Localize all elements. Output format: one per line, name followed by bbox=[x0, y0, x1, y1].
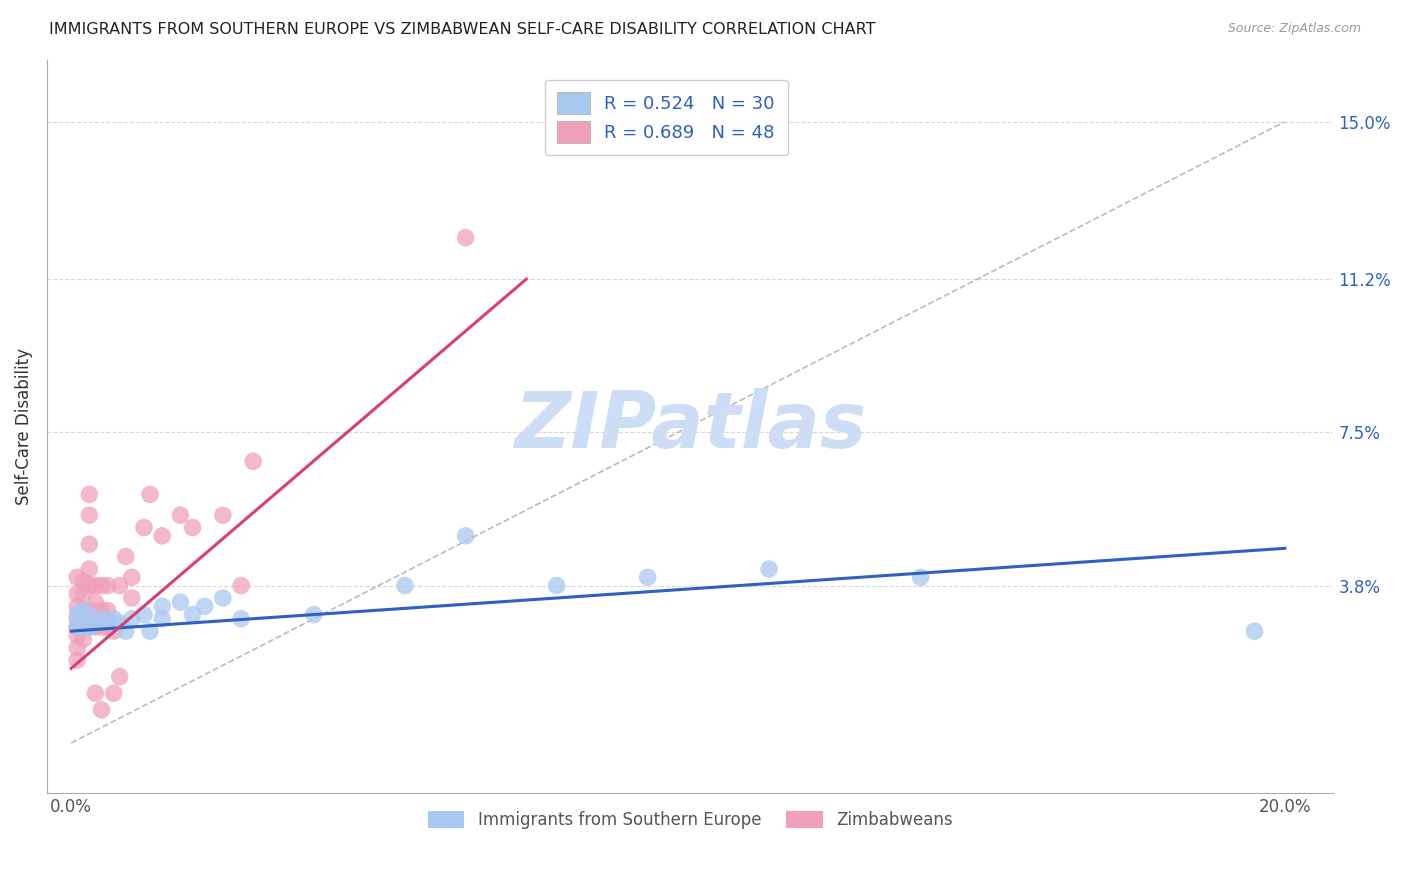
Point bbox=[169, 595, 191, 609]
Point bbox=[84, 620, 107, 634]
Point bbox=[79, 603, 101, 617]
Point bbox=[79, 620, 101, 634]
Point bbox=[72, 574, 94, 589]
Point bbox=[229, 578, 252, 592]
Point bbox=[97, 615, 120, 630]
Point bbox=[181, 520, 204, 534]
Point bbox=[108, 578, 131, 592]
Point bbox=[84, 595, 107, 609]
Point bbox=[108, 615, 131, 630]
Point bbox=[150, 612, 173, 626]
Point bbox=[72, 603, 94, 617]
Point bbox=[90, 578, 112, 592]
Point bbox=[66, 599, 89, 614]
Point bbox=[72, 587, 94, 601]
Point bbox=[910, 570, 932, 584]
Point bbox=[66, 587, 89, 601]
Point bbox=[97, 620, 120, 634]
Point bbox=[84, 615, 107, 630]
Point bbox=[90, 620, 112, 634]
Point bbox=[79, 620, 101, 634]
Point bbox=[139, 487, 162, 501]
Point bbox=[72, 632, 94, 647]
Point bbox=[132, 607, 155, 622]
Point bbox=[132, 520, 155, 534]
Point bbox=[758, 562, 780, 576]
Point bbox=[114, 549, 136, 564]
Point bbox=[103, 624, 125, 639]
Point bbox=[139, 624, 162, 639]
Point bbox=[302, 607, 325, 622]
Point bbox=[181, 607, 204, 622]
Point bbox=[121, 570, 143, 584]
Point bbox=[79, 578, 101, 592]
Point bbox=[242, 454, 264, 468]
Point bbox=[103, 686, 125, 700]
Point bbox=[150, 599, 173, 614]
Point bbox=[79, 487, 101, 501]
Point bbox=[79, 537, 101, 551]
Point bbox=[103, 612, 125, 626]
Point bbox=[454, 230, 477, 244]
Point bbox=[1243, 624, 1265, 639]
Point bbox=[79, 607, 101, 622]
Text: ZIPatlas: ZIPatlas bbox=[515, 388, 866, 464]
Point bbox=[97, 603, 120, 617]
Y-axis label: Self-Care Disability: Self-Care Disability bbox=[15, 348, 32, 505]
Point bbox=[66, 653, 89, 667]
Point bbox=[212, 591, 235, 605]
Point bbox=[66, 628, 89, 642]
Point bbox=[79, 562, 101, 576]
Point bbox=[84, 612, 107, 626]
Text: Source: ZipAtlas.com: Source: ZipAtlas.com bbox=[1227, 22, 1361, 36]
Point bbox=[546, 578, 568, 592]
Point bbox=[108, 670, 131, 684]
Point bbox=[72, 615, 94, 630]
Point bbox=[194, 599, 217, 614]
Point bbox=[97, 578, 120, 592]
Legend: Immigrants from Southern Europe, Zimbabweans: Immigrants from Southern Europe, Zimbabw… bbox=[420, 804, 959, 836]
Point bbox=[90, 603, 112, 617]
Point bbox=[90, 612, 112, 626]
Point bbox=[84, 686, 107, 700]
Point bbox=[66, 620, 89, 634]
Point bbox=[212, 508, 235, 523]
Point bbox=[66, 607, 89, 622]
Point bbox=[79, 508, 101, 523]
Point bbox=[84, 578, 107, 592]
Point bbox=[66, 640, 89, 655]
Point bbox=[121, 591, 143, 605]
Point bbox=[121, 612, 143, 626]
Point bbox=[229, 612, 252, 626]
Point bbox=[454, 529, 477, 543]
Point bbox=[394, 578, 416, 592]
Point bbox=[72, 603, 94, 617]
Point bbox=[114, 624, 136, 639]
Point bbox=[66, 570, 89, 584]
Point bbox=[72, 620, 94, 634]
Point bbox=[66, 620, 89, 634]
Point bbox=[90, 703, 112, 717]
Point bbox=[66, 612, 89, 626]
Point bbox=[150, 529, 173, 543]
Point bbox=[169, 508, 191, 523]
Text: IMMIGRANTS FROM SOUTHERN EUROPE VS ZIMBABWEAN SELF-CARE DISABILITY CORRELATION C: IMMIGRANTS FROM SOUTHERN EUROPE VS ZIMBA… bbox=[49, 22, 876, 37]
Point bbox=[637, 570, 659, 584]
